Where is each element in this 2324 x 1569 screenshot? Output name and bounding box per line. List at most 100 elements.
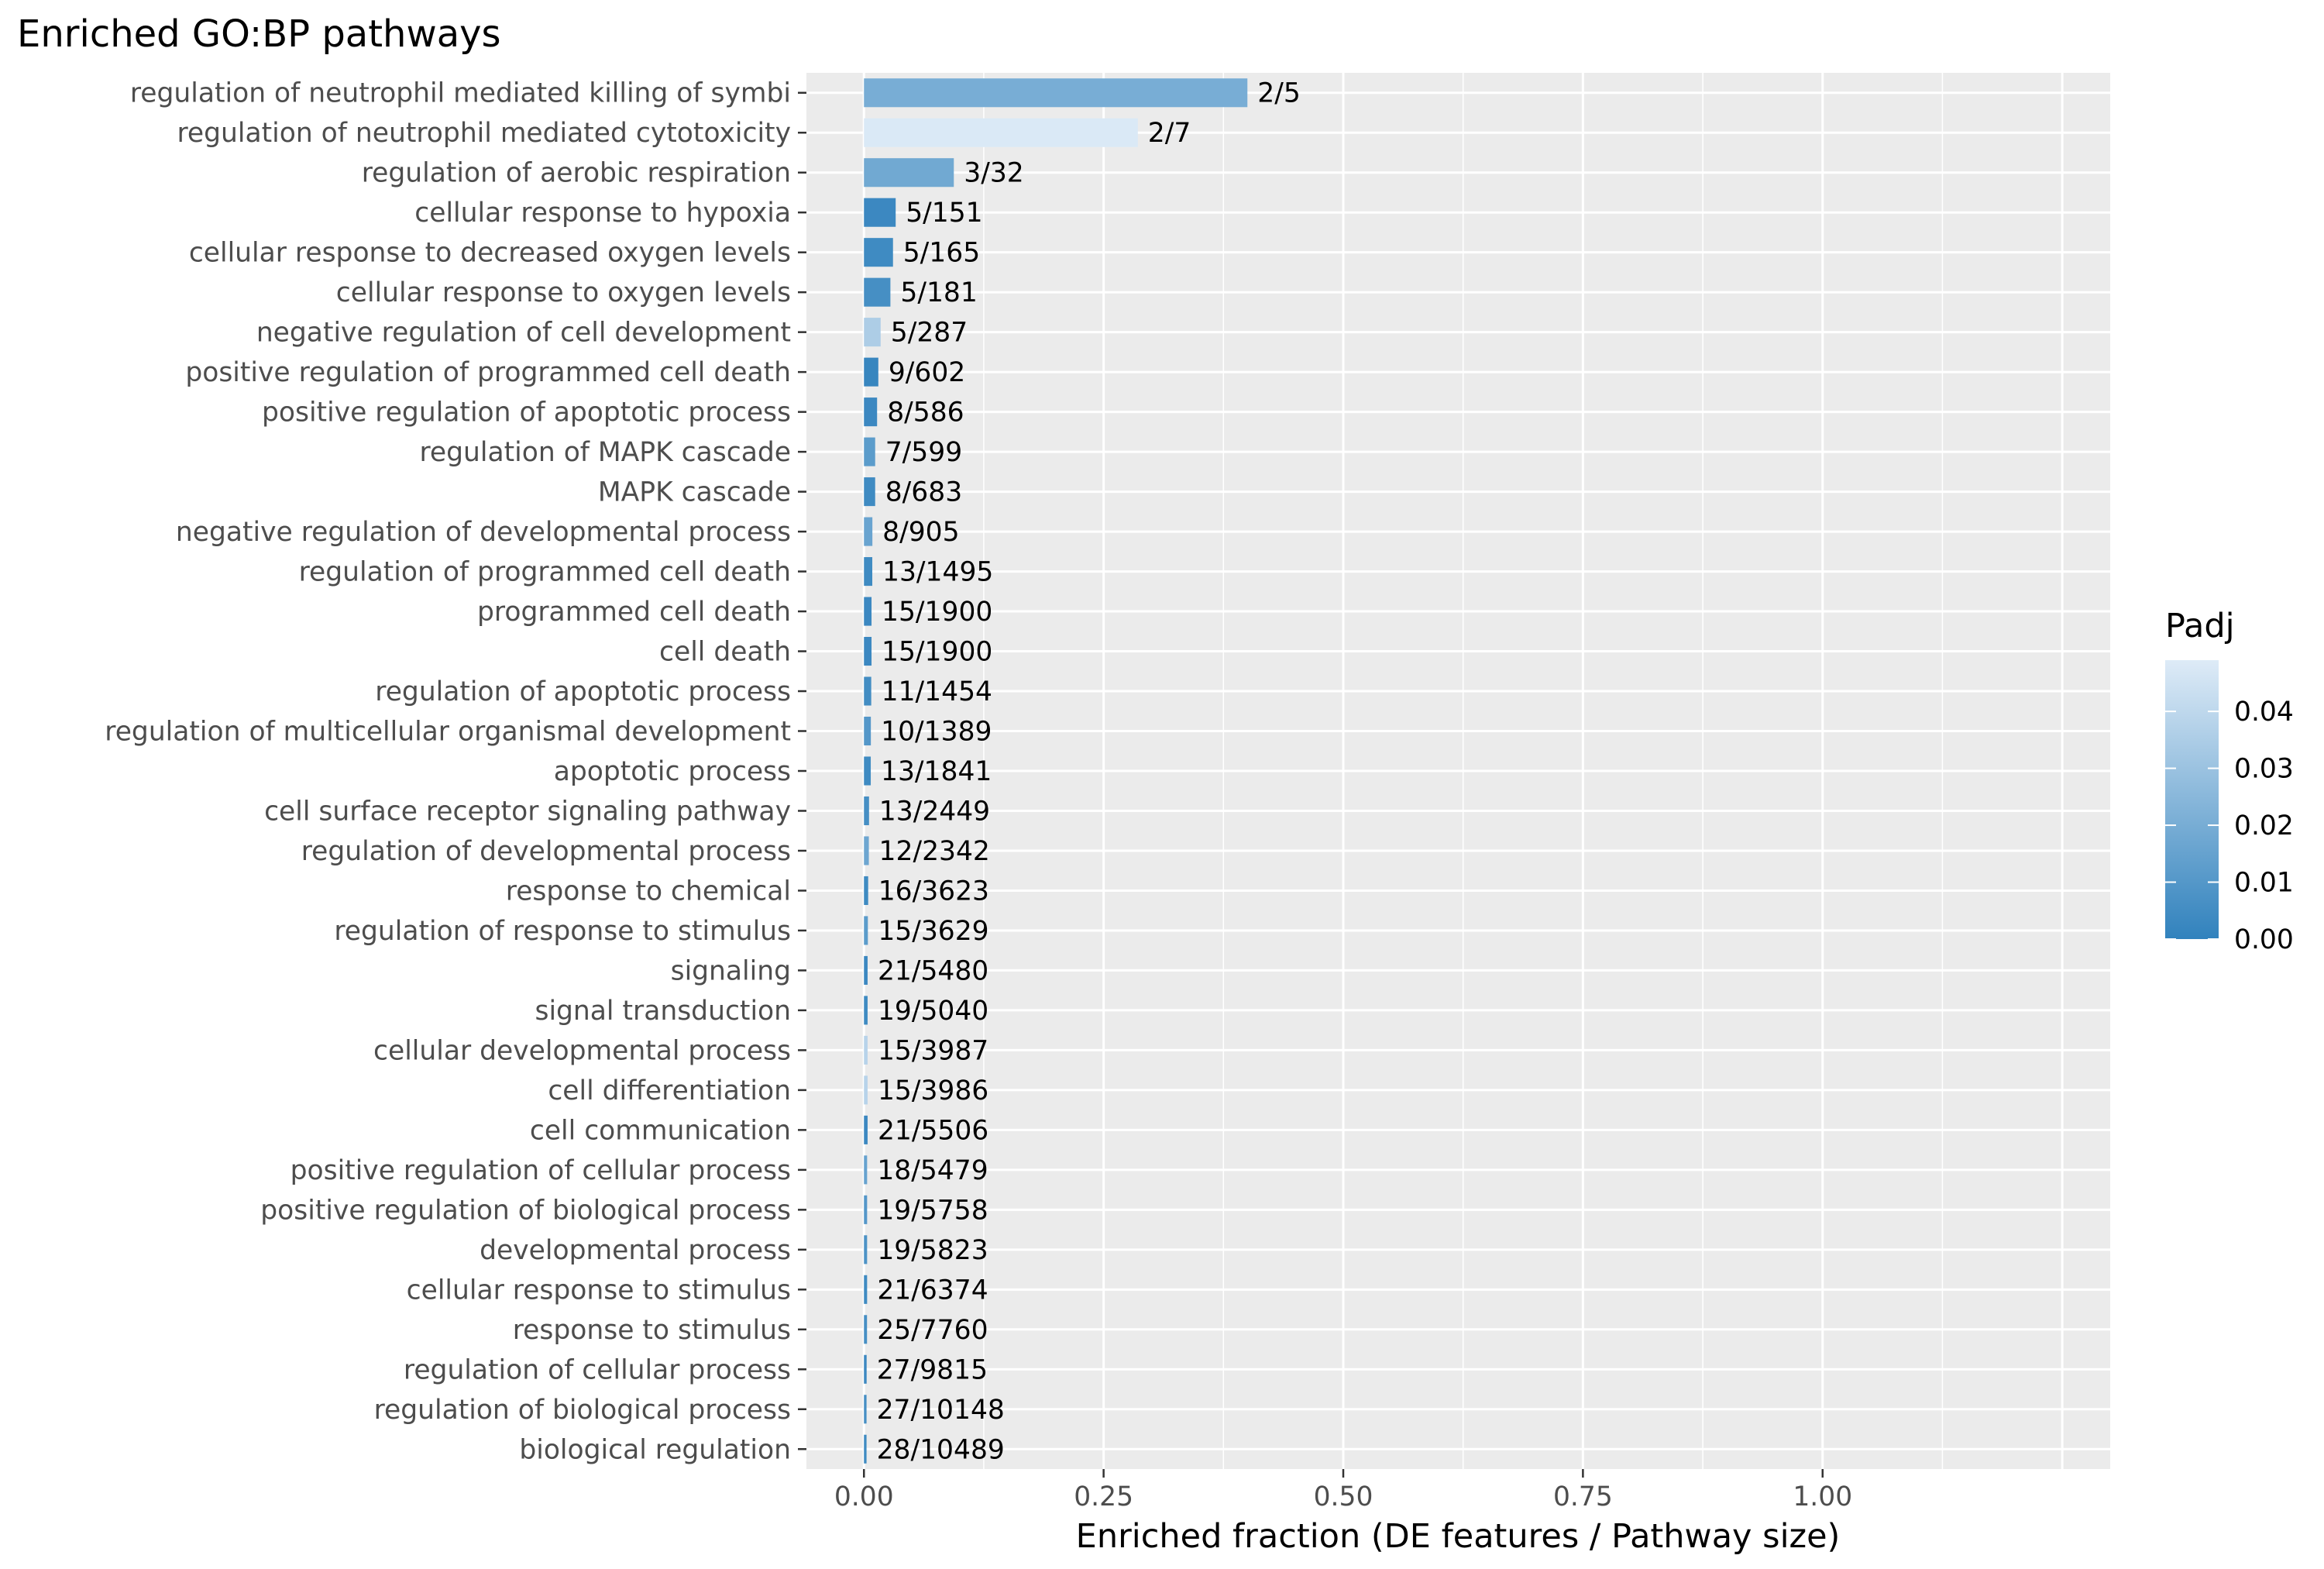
- data-label: 2/7: [1148, 118, 1191, 149]
- bar: [864, 796, 869, 826]
- data-label: 19/5758: [877, 1195, 988, 1226]
- bar: [864, 397, 878, 427]
- data-label: 5/287: [891, 318, 968, 349]
- data-label: 8/586: [887, 397, 964, 428]
- bar: [864, 1275, 868, 1304]
- y-tick-label: regulation of response to stimulus: [334, 916, 791, 947]
- bar: [864, 357, 878, 387]
- y-tick-label: regulation of neutrophil mediated killin…: [130, 78, 791, 109]
- bar: [864, 118, 1138, 147]
- bars-group: [864, 78, 1248, 1464]
- data-label: 8/683: [885, 477, 962, 508]
- bar: [864, 158, 954, 188]
- data-label: 28/10489: [877, 1434, 1005, 1465]
- bar: [864, 318, 881, 347]
- y-tick-label: cellular developmental process: [373, 1035, 791, 1066]
- data-label: 16/3623: [878, 876, 989, 907]
- bar: [864, 1035, 868, 1065]
- bar: [864, 637, 872, 666]
- y-tick-label: positive regulation of cellular process: [290, 1155, 791, 1186]
- bar: [864, 1115, 868, 1144]
- y-tick-label: regulation of neutrophil mediated cytoto…: [177, 118, 791, 149]
- data-label: 15/3987: [878, 1035, 988, 1066]
- y-tick-label: cellular response to decreased oxygen le…: [189, 238, 791, 269]
- bar: [864, 1195, 868, 1224]
- y-tick-label: negative regulation of developmental pro…: [176, 517, 791, 548]
- bar: [864, 238, 893, 267]
- data-label: 19/5040: [878, 996, 988, 1027]
- data-label: 27/10148: [877, 1395, 1005, 1426]
- data-label: 21/5480: [878, 955, 988, 986]
- y-tick-label: positive regulation of programmed cell d…: [185, 357, 791, 388]
- x-tick-label: 0.75: [1553, 1481, 1613, 1512]
- legend: Padj 0.00 0.01 0.02 0.03 0.04: [2165, 607, 2294, 955]
- data-label: 8/905: [882, 517, 959, 548]
- y-tick-label: regulation of MAPK cascade: [420, 437, 792, 468]
- bar: [864, 716, 871, 746]
- data-label: 18/5479: [877, 1155, 988, 1186]
- y-tick-label: regulation of biological process: [374, 1395, 791, 1426]
- bar: [864, 955, 868, 985]
- data-label: 5/181: [900, 277, 977, 308]
- y-tick-label: cell communication: [530, 1115, 791, 1146]
- data-label: 10/1389: [881, 717, 992, 748]
- x-tick-label: 1.00: [1793, 1481, 1852, 1512]
- legend-ticks: 0.00 0.01 0.02 0.03 0.04: [2165, 697, 2294, 955]
- bar: [864, 1354, 867, 1384]
- chart-title: Enriched GO:BP pathways: [17, 12, 501, 56]
- data-label: 3/32: [964, 158, 1023, 189]
- data-label: 13/2449: [879, 796, 990, 827]
- bar: [864, 916, 868, 945]
- bar: [864, 1235, 868, 1264]
- x-axis: 0.00 0.25 0.50 0.75 1.00: [834, 1469, 1852, 1512]
- y-tick-label: negative regulation of cell development: [256, 318, 791, 349]
- bar: [864, 1434, 867, 1464]
- y-tick-label: response to chemical: [506, 876, 791, 907]
- y-tick-label: regulation of programmed cell death: [299, 557, 791, 588]
- data-label: 7/599: [885, 437, 962, 468]
- bar: [864, 597, 872, 626]
- legend-tick-label: 0.04: [2234, 697, 2294, 728]
- x-axis-label: Enriched fraction (DE features / Pathway…: [1076, 1517, 1841, 1556]
- data-label: 12/2342: [879, 836, 990, 867]
- bar: [864, 756, 871, 786]
- y-tick-label: MAPK cascade: [598, 477, 791, 508]
- data-label: 21/6374: [877, 1275, 988, 1306]
- y-tick-label: regulation of multicellular organismal d…: [105, 717, 791, 748]
- bar: [864, 1395, 867, 1424]
- bar: [864, 198, 896, 227]
- y-tick-label: biological regulation: [519, 1434, 791, 1465]
- bar: [864, 437, 875, 466]
- legend-tick-label: 0.02: [2234, 810, 2294, 841]
- data-label: 2/5: [1257, 78, 1301, 109]
- y-tick-label: regulation of developmental process: [301, 836, 791, 867]
- data-label: 13/1495: [882, 557, 993, 588]
- y-tick-label: cellular response to stimulus: [407, 1275, 791, 1306]
- data-label: 15/1900: [882, 637, 992, 668]
- legend-title: Padj: [2165, 607, 2235, 645]
- data-label: 11/1454: [882, 676, 992, 707]
- y-tick-label: signal transduction: [535, 996, 791, 1027]
- x-tick-label: 0.25: [1074, 1481, 1133, 1512]
- y-tick-label: regulation of apoptotic process: [375, 676, 791, 707]
- bar: [864, 517, 873, 546]
- bar: [864, 836, 869, 865]
- bar: [864, 477, 875, 507]
- y-tick-label: apoptotic process: [554, 756, 791, 787]
- legend-tick-label: 0.01: [2234, 868, 2294, 899]
- bar: [864, 1315, 868, 1344]
- bar: [864, 277, 891, 307]
- data-labels-group: 2/5 2/7 3/32 5/151 5/165 5/181 5/287 9/602 8/586…: [877, 78, 1301, 1466]
- bar: [864, 676, 871, 706]
- legend-colorbar: [2165, 660, 2219, 939]
- data-label: 15/1900: [882, 597, 992, 628]
- y-tick-label: response to stimulus: [513, 1315, 791, 1346]
- x-tick-label: 0.50: [1314, 1481, 1373, 1512]
- bar: [864, 557, 873, 587]
- y-tick-label: regulation of aerobic respiration: [362, 158, 791, 189]
- data-label: 9/602: [889, 357, 965, 388]
- y-axis: regulation of neutrophil mediated killin…: [105, 78, 806, 1465]
- bar: [864, 78, 1248, 108]
- legend-tick-label: 0.03: [2234, 754, 2294, 785]
